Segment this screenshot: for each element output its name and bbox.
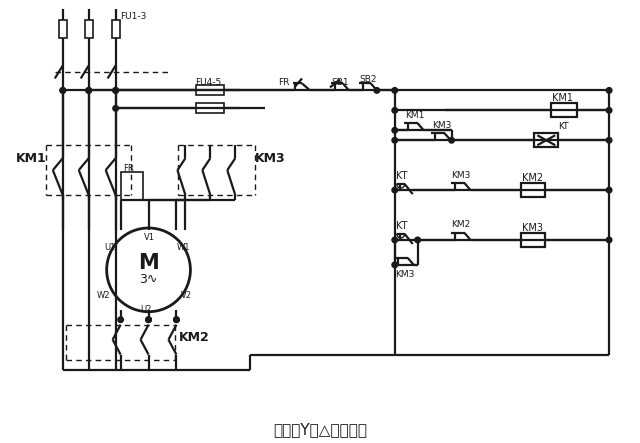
Text: FR: FR [124,163,134,173]
Text: M: M [138,253,159,273]
Text: V1: V1 [143,233,154,242]
Text: SB2: SB2 [360,75,378,84]
Text: KT: KT [558,122,569,131]
Circle shape [606,88,612,93]
Bar [534,133,558,147]
Text: KM3: KM3 [452,171,471,180]
Text: KM3: KM3 [395,270,414,280]
Text: KM1: KM1 [404,111,424,120]
Bar [551,103,577,117]
Circle shape [86,88,92,93]
Text: 全自动Y－△减压启动: 全自动Y－△减压启动 [273,422,367,437]
Text: KM3: KM3 [522,223,543,233]
Circle shape [606,137,612,143]
Text: KM2: KM2 [179,331,209,344]
Bar [522,233,545,247]
Circle shape [392,88,397,93]
Circle shape [86,88,92,93]
Circle shape [113,88,118,93]
Bar [522,183,545,197]
Text: KM3: KM3 [255,152,286,165]
Circle shape [392,108,397,113]
Text: 3∿: 3∿ [140,273,157,286]
Circle shape [392,262,397,268]
Circle shape [392,187,397,193]
Bar [84,19,93,38]
Circle shape [392,237,397,243]
Circle shape [415,237,420,243]
Circle shape [392,128,397,133]
Circle shape [118,317,124,323]
Text: KM1: KM1 [552,93,573,103]
Text: FU4-5: FU4-5 [195,78,221,87]
Circle shape [606,108,612,113]
Text: KM2: KM2 [452,221,471,229]
Circle shape [113,88,118,93]
Bar [120,172,143,200]
Circle shape [113,105,118,111]
Text: U2: U2 [141,305,152,314]
Circle shape [60,88,66,93]
Circle shape [374,88,380,93]
Text: KM3: KM3 [431,121,451,130]
Circle shape [173,317,179,323]
Bar [59,19,67,38]
Text: SB1: SB1 [331,78,349,87]
Text: W2: W2 [97,291,110,300]
Text: FR: FR [278,78,289,87]
Circle shape [173,317,179,323]
Text: U1: U1 [105,243,116,253]
Circle shape [392,137,397,143]
Bar [196,103,224,113]
Text: FU1-3: FU1-3 [120,12,146,21]
Text: W1: W1 [177,243,190,253]
Circle shape [146,317,151,323]
Bar [196,85,224,95]
Circle shape [606,237,612,243]
Circle shape [60,88,66,93]
Circle shape [606,187,612,193]
Text: KT: KT [396,221,407,231]
Text: KT: KT [396,171,407,181]
Text: KM1: KM1 [16,152,47,165]
Circle shape [449,137,454,143]
Text: KM2: KM2 [522,173,543,183]
Circle shape [146,317,151,323]
Bar [111,19,120,38]
Text: V2: V2 [180,291,191,300]
